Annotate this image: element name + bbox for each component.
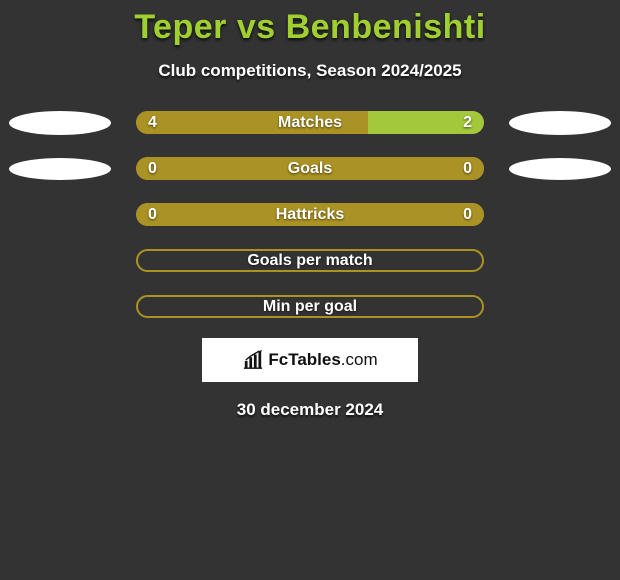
infographic-container: Teper vs Benbenishti Club competitions, … [0, 0, 620, 420]
stat-bar: 4 2 Matches [136, 111, 484, 134]
comparison-row: 0 0 Hattricks [0, 203, 620, 226]
stat-value-left: 0 [148, 206, 157, 224]
comparison-rows: 4 2 Matches 0 0 Goals 0 0 Hattricks Goals per mat… [0, 111, 620, 318]
stat-value-right: 2 [463, 114, 472, 132]
stat-bar: 0 0 Hattricks [136, 203, 484, 226]
page-title: Teper vs Benbenishti [134, 8, 485, 47]
stat-value-right: 0 [463, 160, 472, 178]
stat-label: Goals per match [247, 252, 372, 270]
logo-text-thin: .com [341, 350, 378, 369]
subtitle: Club competitions, Season 2024/2025 [158, 61, 461, 81]
stat-bar: Min per goal [136, 295, 484, 318]
stat-label: Matches [278, 114, 342, 132]
stat-bar: 0 0 Goals [136, 157, 484, 180]
player-left-ellipse [9, 111, 111, 135]
player-left-ellipse [9, 158, 111, 180]
stat-value-left: 0 [148, 160, 157, 178]
comparison-row: 4 2 Matches [0, 111, 620, 134]
logo-text: FcTables.com [268, 350, 377, 370]
stat-label: Hattricks [276, 206, 344, 224]
logo-box: FcTables.com [202, 338, 418, 382]
comparison-row: Goals per match [0, 249, 620, 272]
player-right-ellipse [509, 111, 611, 135]
stat-value-left: 4 [148, 114, 157, 132]
comparison-row: Min per goal [0, 295, 620, 318]
chart-icon [242, 350, 264, 370]
comparison-row: 0 0 Goals [0, 157, 620, 180]
stat-bar: Goals per match [136, 249, 484, 272]
logo-text-bold: FcTables [268, 350, 340, 369]
stat-label: Goals [288, 160, 332, 178]
player-right-ellipse [509, 158, 611, 180]
stat-value-right: 0 [463, 206, 472, 224]
stat-label: Min per goal [263, 298, 357, 316]
date-text: 30 december 2024 [237, 400, 384, 420]
